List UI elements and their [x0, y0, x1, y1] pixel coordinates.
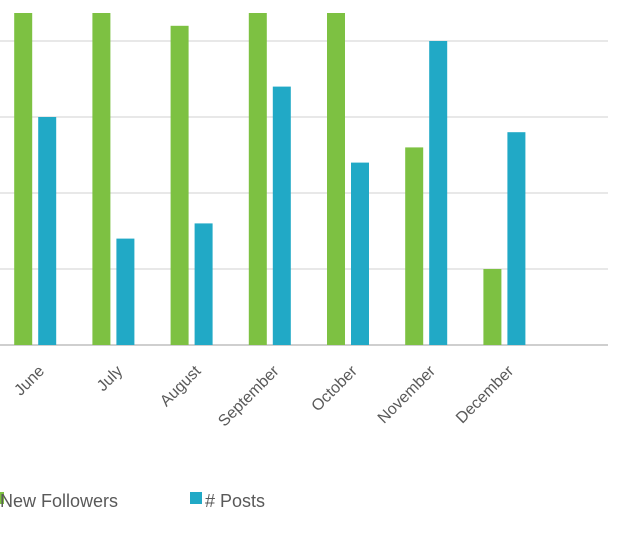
legend-swatch-posts: [190, 492, 202, 504]
bar-new-followers-october: [327, 13, 345, 345]
x-tick-label-august: August: [157, 362, 205, 410]
x-tick-label-june: June: [11, 363, 48, 400]
bar-posts-october: [351, 163, 369, 345]
legend: New Followers # Posts: [0, 491, 265, 511]
bar-posts-july: [116, 239, 134, 345]
bar-posts-november: [429, 41, 447, 345]
x-tick-label-july: July: [94, 363, 126, 395]
bar-posts-august: [195, 223, 213, 345]
x-axis-labels: MayJuneJulyAugustSeptemberOctoberNovembe…: [0, 362, 518, 430]
bar-posts-december: [507, 132, 525, 345]
bar-new-followers-november: [405, 147, 423, 345]
x-tick-label-december: December: [453, 362, 518, 427]
x-tick-label-october: October: [309, 362, 362, 415]
bar-new-followers-july: [92, 13, 110, 345]
x-tick-label-september: September: [215, 362, 283, 430]
bar-new-followers-september: [249, 13, 267, 345]
bar-new-followers-august: [171, 26, 189, 345]
bars: [0, 13, 525, 345]
legend-label-posts: # Posts: [205, 491, 265, 511]
bar-posts-june: [38, 117, 56, 345]
bar-posts-september: [273, 87, 291, 345]
x-tick-label-november: November: [375, 362, 440, 427]
bar-new-followers-june: [14, 13, 32, 345]
bar-new-followers-december: [483, 269, 501, 345]
legend-label-new-followers: New Followers: [0, 491, 118, 511]
